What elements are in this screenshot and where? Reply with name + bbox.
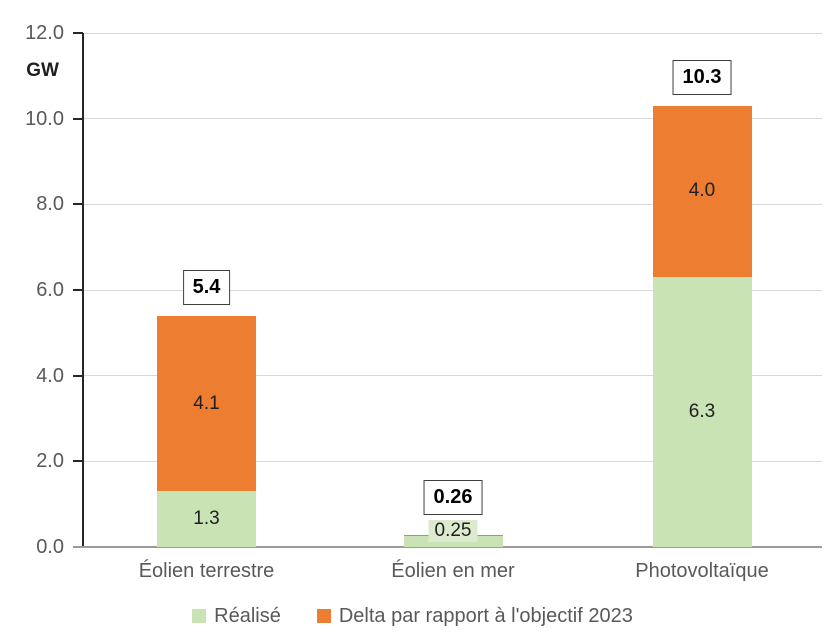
- data-label-realise: 1.3: [193, 508, 220, 530]
- gridline: [83, 203, 822, 205]
- y-axis-tick-label: 6.0: [36, 279, 64, 301]
- bar-segment-delta: [652, 105, 752, 278]
- legend-label: Réalisé: [214, 604, 281, 627]
- gridline: [83, 460, 822, 462]
- y-axis-tick: [73, 117, 83, 120]
- total-label: 0.26: [423, 480, 483, 516]
- y-axis-tick-label: 4.0: [36, 364, 64, 387]
- legend-item: Delta par rapport à l'objectif 2023: [316, 604, 633, 628]
- gridline: [83, 32, 822, 34]
- y-axis-tick: [73, 460, 83, 463]
- x-axis-category-label: Éolien en mer: [391, 560, 515, 582]
- total-label: 10.3: [672, 59, 732, 95]
- y-axis-tick-label: 8.0: [36, 193, 64, 216]
- data-label-delta: 4.0: [688, 180, 716, 202]
- data-label-realise: 6.3: [688, 401, 716, 423]
- y-axis-unit-label: GW: [26, 60, 59, 81]
- y-axis-tick: [73, 374, 83, 377]
- gridline: [83, 118, 822, 120]
- bar-segment-realise: [157, 491, 256, 547]
- x-axis-category-label: Photovoltaïque: [635, 560, 769, 582]
- bar-segment-realise: [652, 277, 752, 547]
- y-axis-tick-label: 12.0: [25, 22, 64, 44]
- total-label: 5.4: [182, 269, 231, 305]
- y-axis-tick: [73, 203, 83, 206]
- y-axis-tick: [73, 289, 83, 291]
- x-axis-line: [73, 546, 822, 548]
- bar-segment-delta: [157, 315, 256, 492]
- gridline: [83, 289, 822, 291]
- legend-item: Réalisé: [192, 605, 281, 628]
- x-axis-category-label: Éolien terrestre: [138, 560, 275, 582]
- data-label-delta: 4.1: [193, 392, 220, 414]
- legend-label: Delta par rapport à l'objectif 2023: [338, 604, 633, 627]
- y-axis-tick-label: 0.0: [36, 536, 64, 558]
- data-label-realise: 0.25: [428, 520, 478, 543]
- legend-swatch-icon: [316, 609, 331, 623]
- legend: Réalisé Delta par rapport à l'objectif 20…: [0, 602, 825, 630]
- y-axis-line: [82, 33, 84, 547]
- legend-swatch-icon: [192, 609, 207, 623]
- y-axis-tick-label: 10.0: [25, 107, 64, 130]
- y-axis-tick-label: 2.0: [36, 450, 64, 473]
- y-axis-tick: [73, 32, 83, 34]
- gridline: [83, 375, 822, 377]
